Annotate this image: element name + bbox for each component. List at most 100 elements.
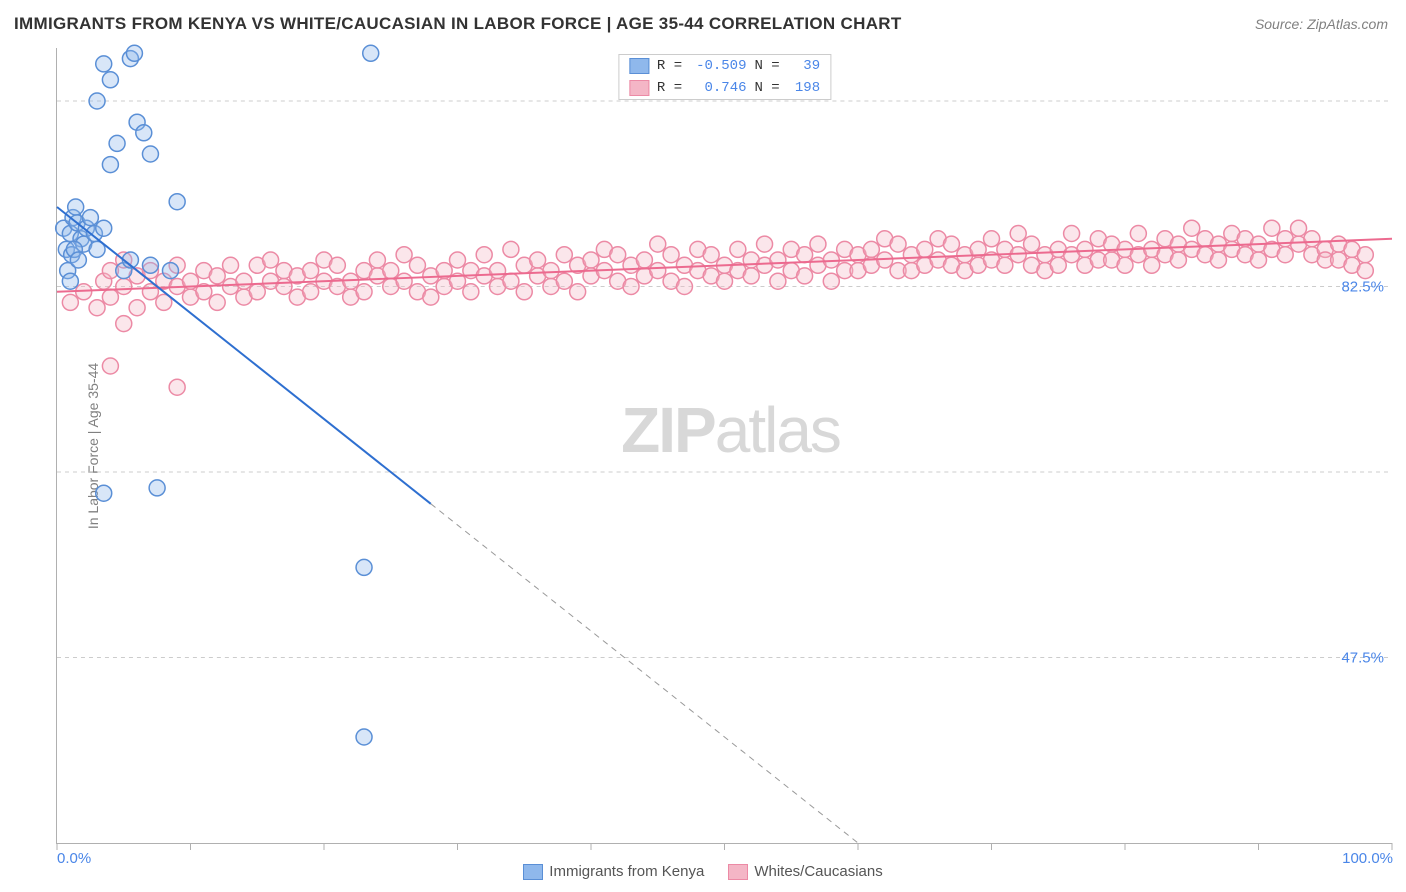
scatter-point — [516, 284, 532, 300]
scatter-point — [116, 279, 132, 295]
trend-line-extrapolated — [431, 504, 858, 843]
scatter-point — [650, 263, 666, 279]
legend-n-value-white: 198 — [788, 80, 820, 96]
scatter-point — [503, 241, 519, 257]
scatter-point — [1144, 257, 1160, 273]
scatter-point — [1357, 247, 1373, 263]
scatter-point — [890, 236, 906, 252]
source-attribution: Source: ZipAtlas.com — [1255, 16, 1388, 32]
scatter-point — [102, 72, 118, 88]
scatter-point — [503, 273, 519, 289]
scatter-point — [556, 273, 572, 289]
scatter-point — [126, 45, 142, 61]
scatter-point — [450, 252, 466, 268]
y-tick-label: 47.5% — [1341, 650, 1384, 667]
scatter-point — [1210, 252, 1226, 268]
scatter-point — [530, 252, 546, 268]
scatter-point — [162, 263, 178, 279]
scatter-point — [89, 93, 105, 109]
legend-stats-row-white: R = 0.746 N = 198 — [619, 77, 830, 99]
scatter-point — [276, 279, 292, 295]
scatter-point — [423, 289, 439, 305]
y-tick-label: 82.5% — [1341, 278, 1384, 295]
scatter-point — [1130, 226, 1146, 242]
scatter-point — [1050, 257, 1066, 273]
scatter-point — [303, 284, 319, 300]
scatter-point — [102, 358, 118, 374]
scatter-point — [409, 257, 425, 273]
scatter-point — [223, 257, 239, 273]
scatter-point — [102, 157, 118, 173]
scatter-point — [610, 247, 626, 263]
scatter-point — [676, 279, 692, 295]
scatter-point — [984, 231, 1000, 247]
scatter-point — [1024, 236, 1040, 252]
scatter-point — [116, 316, 132, 332]
scatter-point — [1264, 220, 1280, 236]
header: IMMIGRANTS FROM KENYA VS WHITE/CAUCASIAN… — [0, 0, 1406, 48]
scatter-point — [82, 210, 98, 226]
scatter-point — [863, 241, 879, 257]
scatter-point — [810, 236, 826, 252]
scatter-point — [1117, 257, 1133, 273]
scatter-point — [1277, 247, 1293, 263]
scatter-point — [823, 273, 839, 289]
scatter-point — [142, 257, 158, 273]
scatter-point — [463, 284, 479, 300]
scatter-point — [396, 247, 412, 263]
scatter-point — [917, 241, 933, 257]
scatter-point — [1357, 263, 1373, 279]
scatter-point — [369, 252, 385, 268]
scatter-point — [797, 247, 813, 263]
legend-stats-row-kenya: R = -0.509 N = 39 — [619, 55, 830, 77]
scatter-point — [476, 247, 492, 263]
scatter-point — [770, 252, 786, 268]
scatter-point — [703, 247, 719, 263]
scatter-point — [303, 263, 319, 279]
scatter-point — [797, 268, 813, 284]
trend-line — [57, 207, 431, 504]
scatter-point — [102, 289, 118, 305]
plot-area: R = -0.509 N = 39 R = 0.746 N = 198 47.5… — [56, 48, 1392, 844]
scatter-point — [209, 268, 225, 284]
scatter-point — [556, 247, 572, 263]
scatter-point — [89, 300, 105, 316]
scatter-point — [1064, 226, 1080, 242]
scatter-point — [743, 268, 759, 284]
scatter-point — [770, 273, 786, 289]
scatter-point — [623, 279, 639, 295]
scatter-point — [543, 263, 559, 279]
scatter-point — [62, 294, 78, 310]
scatter-point — [169, 194, 185, 210]
legend-swatch-white — [629, 80, 649, 96]
scatter-point — [62, 273, 78, 289]
scatter-point — [490, 263, 506, 279]
scatter-point — [236, 273, 252, 289]
plot-container: In Labor Force | Age 35-44 R = -0.509 N … — [14, 48, 1392, 844]
scatter-point — [396, 273, 412, 289]
scatter-point — [583, 252, 599, 268]
scatter-point — [383, 263, 399, 279]
scatter-point — [129, 300, 145, 316]
scatter-point — [136, 125, 152, 141]
legend-r-label: R = — [657, 80, 691, 96]
legend-label-white: Whites/Caucasians — [754, 863, 882, 880]
legend-swatch-kenya — [523, 864, 543, 880]
legend-n-label: N = — [755, 58, 789, 74]
scatter-point — [570, 284, 586, 300]
scatter-point — [1170, 252, 1186, 268]
chart-title: IMMIGRANTS FROM KENYA VS WHITE/CAUCASIAN… — [14, 14, 902, 34]
legend-r-value-white: 0.746 — [691, 80, 747, 96]
legend-bottom: Immigrants from Kenya Whites/Caucasians — [0, 863, 1406, 880]
scatter-point — [249, 284, 265, 300]
scatter-point — [68, 199, 84, 215]
legend-r-label: R = — [657, 58, 691, 74]
scatter-point — [717, 273, 733, 289]
scatter-point — [663, 247, 679, 263]
scatter-point — [1304, 231, 1320, 247]
scatter-point — [263, 252, 279, 268]
scatter-point — [730, 241, 746, 257]
scatter-point — [363, 45, 379, 61]
legend-n-value-kenya: 39 — [788, 58, 820, 74]
scatter-point — [209, 294, 225, 310]
